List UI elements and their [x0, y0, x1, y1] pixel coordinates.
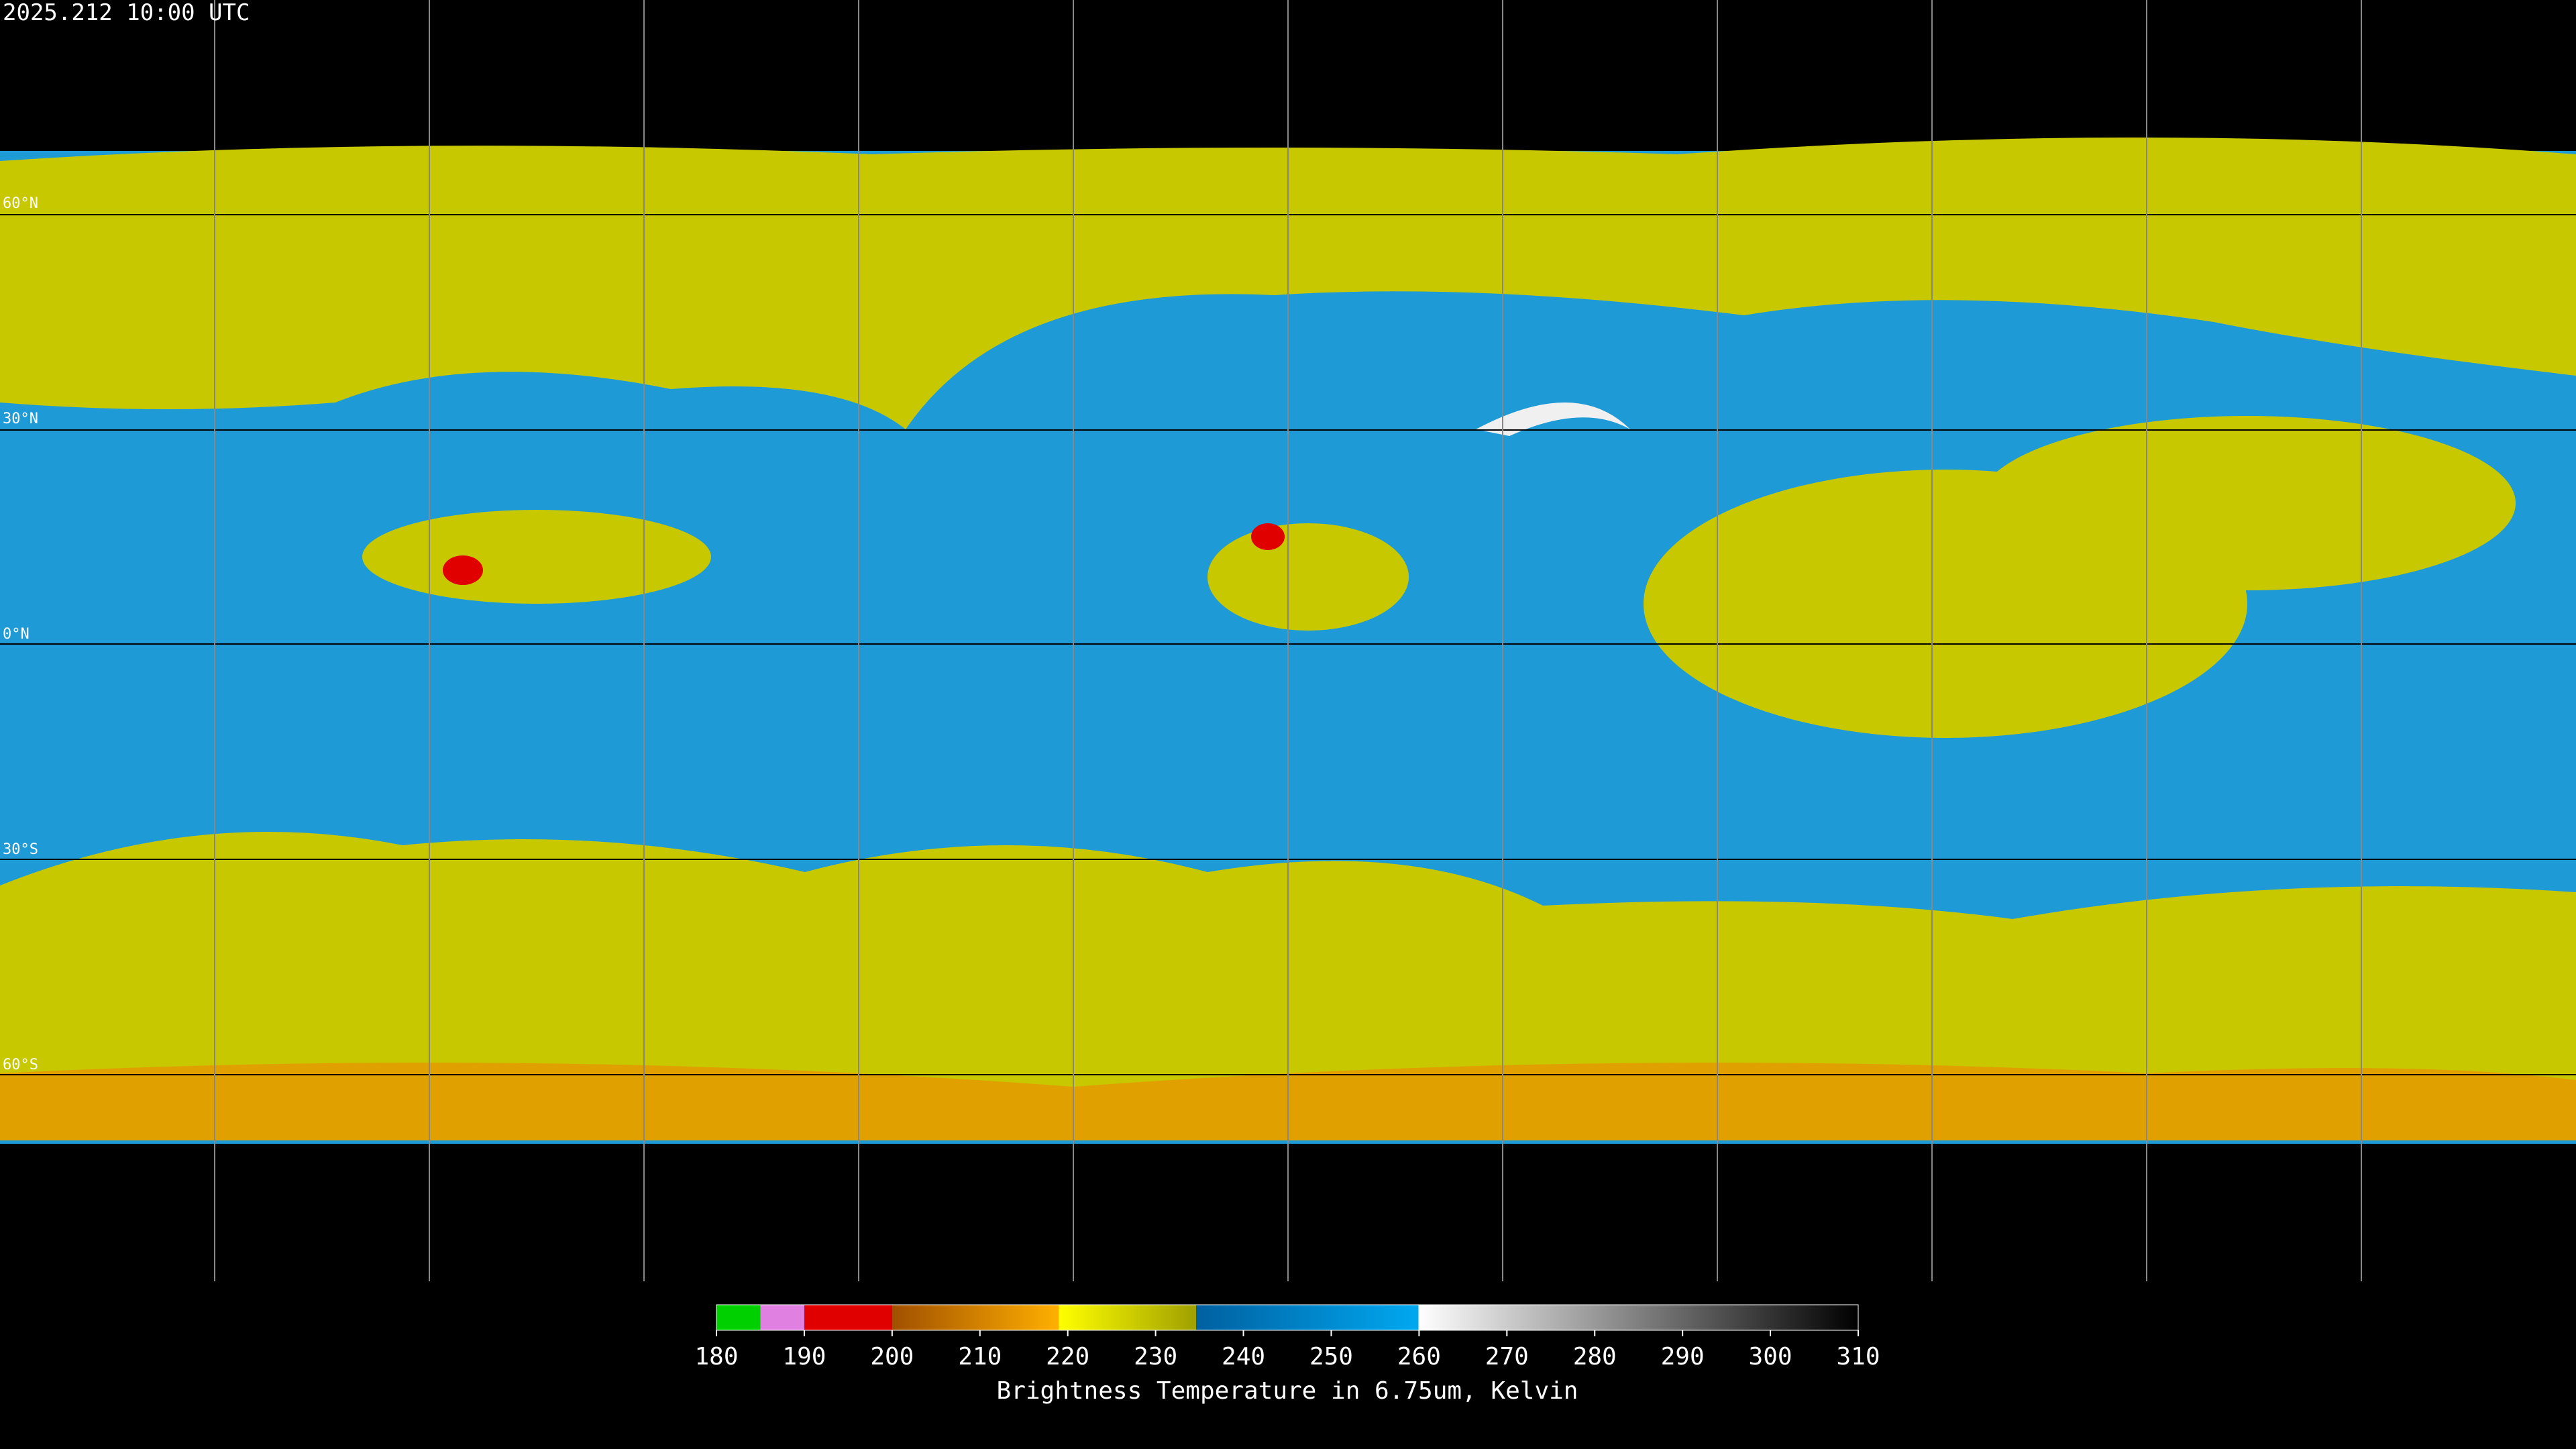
colorbar-tick-label: 240: [1222, 1343, 1265, 1371]
convective-core: [443, 555, 483, 585]
colorbar-tick-label: 300: [1749, 1343, 1792, 1371]
colorbar-tick-label: 200: [870, 1343, 914, 1371]
cloud-cluster: [1208, 523, 1409, 631]
colorbar-tick-label: 310: [1836, 1343, 1880, 1371]
convective-core: [1251, 523, 1285, 550]
timestamp: 2025.212 10:00 UTC: [3, 0, 250, 26]
latitude-label: 30°N: [3, 411, 38, 427]
colorbar-tick-label: 250: [1309, 1343, 1353, 1371]
dry-region: [1476, 402, 1630, 436]
cloud-cluster: [362, 510, 711, 604]
colorbar-tick-label: 280: [1573, 1343, 1617, 1371]
colorbar-tick-label: 230: [1134, 1343, 1177, 1371]
colorbar: [716, 1304, 1859, 1331]
colorbar-tick-label: 180: [694, 1343, 738, 1371]
colorbar-tick-label: 260: [1397, 1343, 1441, 1371]
satellite-image: [0, 0, 2576, 1281]
colorbar-tick-label: 220: [1046, 1343, 1089, 1371]
cloud-cluster: [1979, 416, 2516, 590]
latitude-label: 0°N: [3, 626, 30, 643]
colorbar-tick-label: 210: [958, 1343, 1002, 1371]
latitude-label: 30°S: [3, 841, 38, 858]
latitude-label: 60°S: [3, 1057, 38, 1073]
colorbar-tick-label: 190: [782, 1343, 826, 1371]
colorbar-tick-label: 290: [1661, 1343, 1705, 1371]
colorbar-tick-label: 270: [1485, 1343, 1529, 1371]
latitude-label: 60°N: [3, 195, 38, 212]
colorbar-title: Brightness Temperature in 6.75um, Kelvin: [997, 1377, 1578, 1405]
